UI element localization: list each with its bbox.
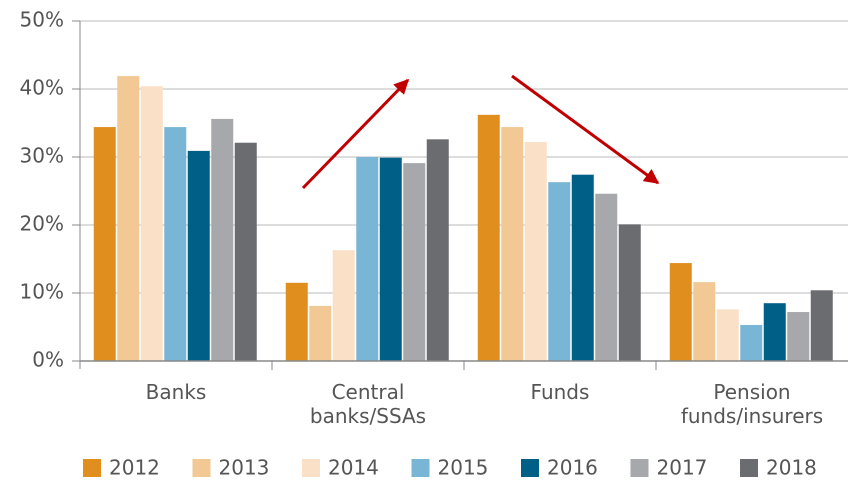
bar [234, 142, 257, 361]
bar [309, 305, 332, 361]
bar [285, 282, 308, 361]
bar [693, 282, 716, 361]
x-tick-label: Banks [145, 380, 207, 404]
y-tick-label: 30% [20, 144, 64, 168]
bar [356, 157, 379, 361]
bar [93, 127, 116, 361]
bar [595, 193, 618, 361]
legend-swatch [83, 459, 101, 477]
bar [787, 312, 810, 361]
y-tick-label: 50% [20, 8, 64, 32]
legend-swatch [302, 459, 320, 477]
y-tick-label: 20% [20, 212, 64, 236]
trend-arrow-down [511, 74, 660, 185]
legend-swatch [192, 459, 211, 477]
legend-label: 2015 [438, 456, 489, 480]
bar [117, 76, 140, 361]
legend-swatch [740, 459, 758, 477]
bar [501, 127, 524, 361]
legend-label: 2013 [219, 456, 270, 480]
x-tick-label: Funds [530, 380, 590, 404]
bar [426, 139, 449, 361]
bar [810, 290, 833, 361]
y-tick-label: 0% [32, 348, 64, 372]
bar [211, 118, 234, 361]
trend-arrow-up [301, 78, 410, 190]
bar [716, 309, 739, 361]
legend-swatch [411, 459, 430, 477]
bar [669, 263, 692, 361]
bar [187, 150, 210, 361]
legend-label: 2018 [766, 456, 817, 480]
y-tick-label: 40% [20, 76, 64, 100]
x-tick-label: Pension funds/insurers [680, 380, 824, 428]
bar [524, 142, 547, 361]
y-tick-label: 10% [20, 280, 64, 304]
bar [403, 163, 426, 361]
legend-label: 2012 [109, 456, 160, 480]
bar [618, 224, 641, 361]
bar [477, 114, 500, 361]
bar [571, 174, 594, 361]
bar [164, 127, 187, 361]
legend-swatch [630, 459, 649, 477]
bar [379, 157, 402, 361]
legend-swatch [521, 459, 539, 477]
bar [332, 250, 355, 361]
legend-label: 2016 [547, 456, 598, 480]
legend-label: 2014 [328, 456, 379, 480]
bar [140, 86, 163, 361]
x-tick-label: Central banks/SSAs [309, 380, 427, 428]
legend-label: 2017 [657, 456, 708, 480]
bar [763, 303, 786, 361]
bar [740, 324, 763, 361]
bar [548, 182, 571, 361]
